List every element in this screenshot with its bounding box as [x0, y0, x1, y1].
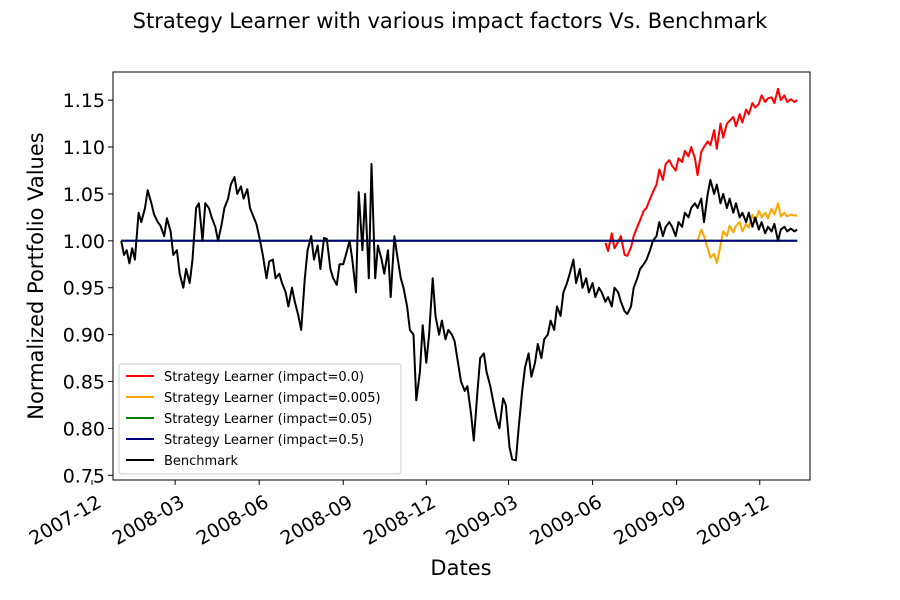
x-axis-label: Dates: [430, 556, 491, 580]
y-tick-label: 0.95: [63, 278, 105, 300]
y-tick-label: 0.80: [63, 418, 105, 440]
y-tick-label: 1.15: [63, 90, 105, 112]
legend-label-1: Strategy Learner (impact=0.005): [164, 391, 381, 406]
chart-title: Strategy Learner with various impact fac…: [133, 9, 769, 33]
legend-label-0: Strategy Learner (impact=0.0): [164, 370, 364, 385]
legend-label-3: Strategy Learner (impact=0.5): [164, 433, 364, 448]
y-tick-label: 1.10: [63, 137, 105, 159]
series-line-0: [604, 87, 798, 257]
plot-area-frame: [112, 71, 811, 481]
legend: Strategy Learner (impact=0.0) Strategy Le…: [118, 363, 402, 475]
y-tick-label: 0.90: [63, 325, 105, 347]
y-tick-label: 0.85: [63, 372, 105, 394]
series-line-1: [696, 202, 798, 265]
y-axis: 0.75 0.80 0.85 0.90 0.95 1.00 1.05 1.10 1.15: [63, 90, 113, 487]
series-layer: [120, 87, 798, 462]
legend-frame: [118, 363, 402, 475]
legend-label-4: Benchmark: [164, 454, 239, 469]
y-tick-label: 1.05: [63, 184, 105, 206]
y-tick-label: 0.75: [63, 465, 105, 487]
legend-label-2: Strategy Learner (impact=0.05): [164, 412, 372, 427]
y-tick-label: 1.00: [63, 231, 105, 253]
y-axis-label: Normalized Portfolio Values: [24, 132, 48, 419]
series-line-4: [120, 162, 798, 462]
